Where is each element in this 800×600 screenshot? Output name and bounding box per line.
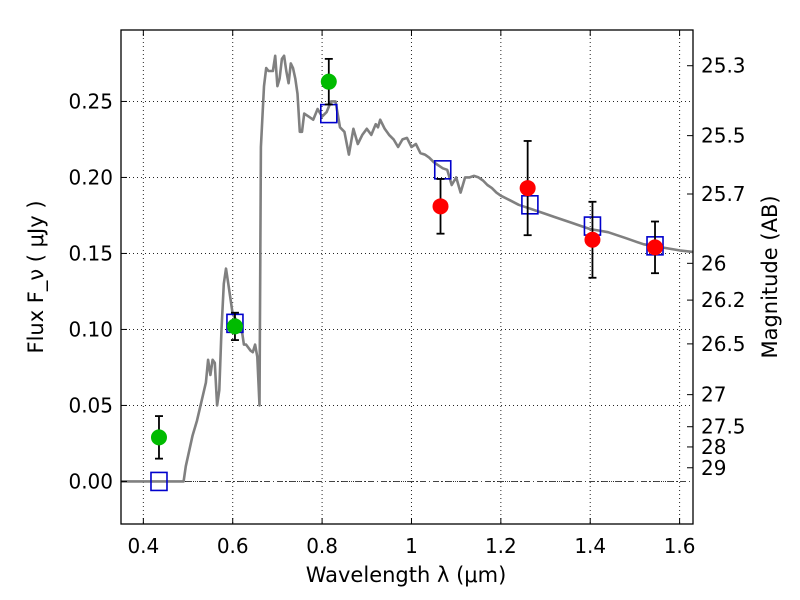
plot-frame	[120, 29, 694, 525]
marker-layer	[150, 57, 664, 492]
x-tick-label: 1.4	[574, 534, 606, 558]
y-tick-label: 0.15	[68, 241, 113, 265]
right-tick-label: 26.5	[701, 332, 746, 356]
axes: 0.4 0.6 0.8 1 1.2 1.4 1.6 0.00 0.05 0.10 0.15 0.20 0…	[68, 30, 746, 558]
x-tick-label: 1.2	[485, 534, 517, 558]
y-tick-label: 0.20	[68, 165, 113, 189]
observed-point	[519, 180, 536, 197]
observed-point	[432, 198, 449, 215]
right-tick-label: 25.3	[701, 54, 746, 78]
right-tick-label: 27	[701, 383, 726, 407]
series-layer	[121, 54, 693, 483]
right-tick-label: 29	[701, 456, 726, 480]
right-axis-title: Magnitude (AB)	[758, 195, 782, 358]
right-tick-label: 27.5	[701, 415, 746, 439]
observed-point	[584, 231, 601, 248]
observed-point	[320, 73, 337, 90]
x-tick-label: 0.6	[217, 534, 249, 558]
x-axis-title: Wavelength λ (μm)	[306, 563, 507, 587]
x-tick-label: 1.6	[664, 534, 696, 558]
observed-point	[150, 429, 167, 446]
observed-point	[647, 239, 664, 256]
right-tick-label: 26.2	[701, 288, 746, 312]
model-square-point	[521, 195, 539, 215]
sed-model-line	[121, 54, 693, 483]
y-tick-label: 0.05	[68, 393, 113, 417]
model-square-point	[150, 471, 168, 492]
right-tick-label: 25.7	[701, 182, 746, 206]
observed-point	[226, 318, 243, 335]
grid	[121, 30, 693, 524]
right-tick-label: 26	[701, 251, 726, 275]
x-tick-label: 0.8	[306, 534, 338, 558]
y-axis-title: Flux F_ν ( μJy )	[24, 200, 49, 353]
y-tick-label: 0.10	[68, 317, 113, 341]
y-tick-label: 0.25	[68, 89, 113, 113]
x-tick-label: 0.4	[127, 534, 159, 558]
x-tick-label: 1	[405, 534, 418, 558]
right-tick-label: 28	[701, 435, 726, 459]
right-tick-label: 25.5	[701, 124, 746, 148]
y-tick-label: 0.00	[68, 469, 113, 493]
